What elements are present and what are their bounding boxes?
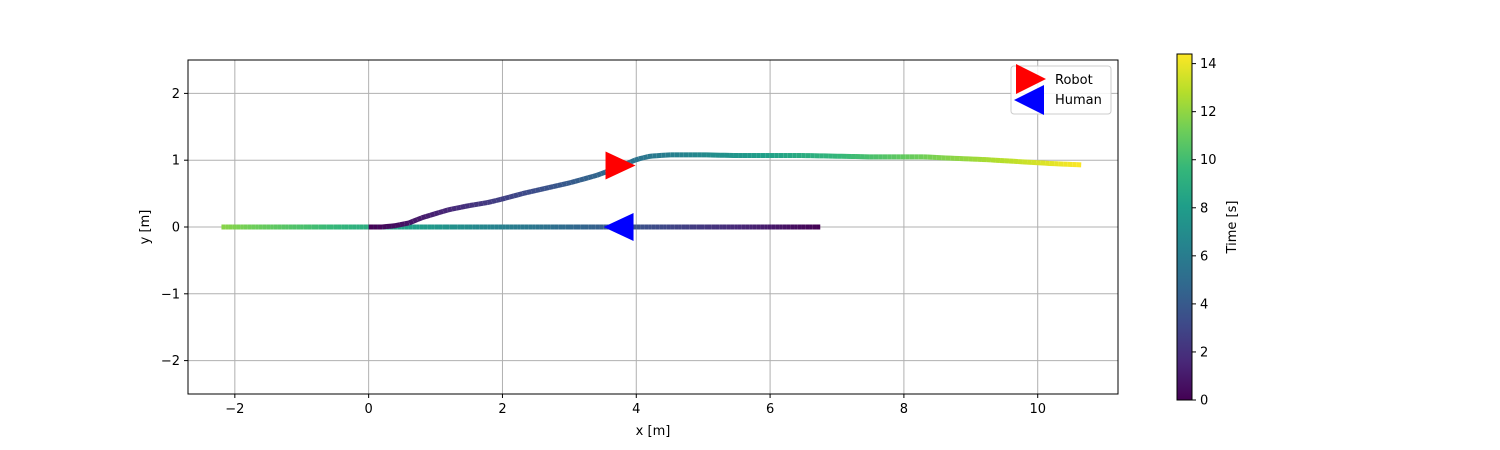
human-position-marker xyxy=(603,213,634,241)
series-robot xyxy=(368,152,1082,230)
trajectory-segment xyxy=(526,189,532,196)
trajectory-series xyxy=(221,152,1082,230)
legend-robot-label: Robot xyxy=(1055,73,1093,88)
trajectory-segment xyxy=(535,187,541,193)
trajectory-segment xyxy=(460,203,466,210)
trajectory-segment xyxy=(633,156,640,163)
trajectory-segment xyxy=(543,185,550,191)
trajectory-segment xyxy=(513,192,519,199)
trajectory-segment xyxy=(412,217,419,224)
trajectory-segment xyxy=(638,155,645,162)
colorbar-gradient xyxy=(1176,53,1193,401)
trajectory-segment xyxy=(438,208,444,216)
y-axis-label: y [m] xyxy=(138,210,153,245)
trajectory-segment xyxy=(499,195,506,202)
trajectory-segment xyxy=(552,183,559,189)
colorbar-tick-label: 0 xyxy=(1200,394,1208,409)
legend-human-marker xyxy=(1014,85,1044,115)
trajectory-segment xyxy=(404,220,410,227)
trajectory-segment xyxy=(416,215,423,222)
trajectory-segment xyxy=(491,198,497,205)
trajectory-segment xyxy=(482,200,488,206)
y-tick-label: −1 xyxy=(161,287,180,302)
trajectory-segment xyxy=(565,180,572,186)
trajectory-segment xyxy=(596,171,603,178)
position-markers xyxy=(603,151,636,241)
legend: Robot Human xyxy=(1010,64,1112,115)
x-tick-label: 8 xyxy=(900,402,908,417)
trajectory-segment xyxy=(478,200,484,207)
trajectory-segment xyxy=(464,203,471,209)
trajectory-segment xyxy=(429,211,436,218)
trajectory-segment xyxy=(399,221,406,228)
y-tick-label: 1 xyxy=(172,154,180,169)
colorbar-tick-label: 8 xyxy=(1200,201,1208,216)
x-tick-label: 4 xyxy=(632,402,640,417)
trajectory-segment xyxy=(548,184,554,190)
trajectory-segment xyxy=(561,181,568,187)
trajectory-segment xyxy=(591,172,598,179)
y-tick-label: 0 xyxy=(172,221,180,236)
trajectory-segment xyxy=(647,153,653,160)
x-tick-label: −2 xyxy=(225,402,244,417)
trajectory-segment xyxy=(442,207,449,214)
trajectory-segment xyxy=(504,194,510,201)
trajectory-segment xyxy=(642,154,649,161)
trajectory-segment xyxy=(408,218,415,226)
colorbar-tick-label: 2 xyxy=(1200,345,1208,360)
trajectory-segment xyxy=(629,157,636,165)
trajectory-segment xyxy=(600,169,607,177)
trajectory-segment xyxy=(578,176,585,183)
x-tick-label: 10 xyxy=(1029,402,1046,417)
x-axis-label: x [m] xyxy=(636,424,671,439)
trajectory-segment xyxy=(420,214,427,221)
trajectory-segment xyxy=(517,191,524,198)
y-tick-label: 2 xyxy=(172,87,180,102)
robot-position-marker xyxy=(605,151,636,180)
y-axis-ticks: −2 −1 0 1 2 xyxy=(161,87,188,369)
colorbar-tick-label: 12 xyxy=(1200,105,1217,120)
trajectory-segment xyxy=(495,196,502,203)
trajectory-segment xyxy=(486,199,493,205)
x-axis-ticks: −2 0 2 4 6 8 10 xyxy=(225,394,1046,417)
trajectory-segment xyxy=(455,204,462,211)
colorbar-ticks: 0 2 4 6 8 10 12 14 xyxy=(1192,57,1217,409)
trajectory-segment xyxy=(539,186,546,192)
x-tick-label: 0 xyxy=(365,402,373,417)
colorbar-tick-label: 10 xyxy=(1200,153,1217,168)
colorbar-label: Time [s] xyxy=(1225,201,1240,255)
trajectory-segment xyxy=(446,206,453,213)
trajectory-segment xyxy=(473,201,479,208)
trajectory-segment xyxy=(521,190,528,197)
x-tick-label: 2 xyxy=(498,402,506,417)
legend-robot-marker xyxy=(1016,64,1046,94)
trajectory-segment xyxy=(570,178,576,185)
trajectory-segment xyxy=(530,188,537,195)
trajectory-segment xyxy=(425,212,431,219)
colorbar: 0 2 4 6 8 10 12 14 Time [s] xyxy=(1176,53,1240,409)
y-tick-label: −2 xyxy=(161,354,180,369)
colorbar-tick-label: 14 xyxy=(1200,57,1217,72)
plot-frame xyxy=(187,59,1119,395)
trajectory-segment xyxy=(451,205,457,212)
trajectory-segment xyxy=(508,193,515,200)
trajectory-segment xyxy=(557,182,563,188)
colorbar-tick-label: 6 xyxy=(1200,249,1208,264)
trajectory-segment xyxy=(587,174,594,181)
trajectory-segment xyxy=(395,222,401,229)
legend-human-label: Human xyxy=(1055,93,1102,108)
trajectory-segment xyxy=(583,175,589,182)
trajectory-segment xyxy=(574,177,581,184)
colorbar-tick-label: 4 xyxy=(1200,297,1208,312)
x-tick-label: 6 xyxy=(766,402,774,417)
trajectory-segment xyxy=(469,202,475,208)
trajectory-segment xyxy=(433,210,440,217)
